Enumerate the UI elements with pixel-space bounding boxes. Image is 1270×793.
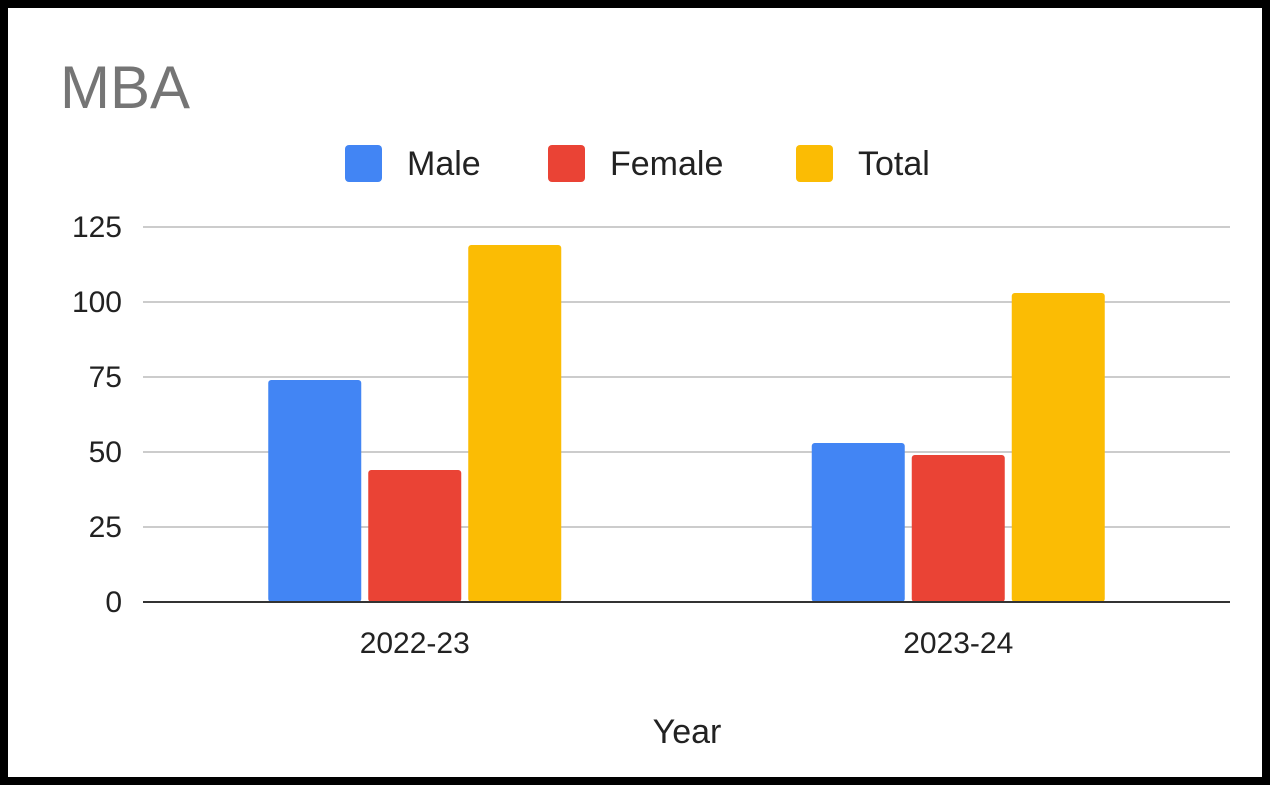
- legend-label-total: Total: [858, 145, 930, 183]
- bar-chart: MBA Male Female Total 0 25 50 75 100 125 2022-2…: [60, 54, 1230, 751]
- y-tick-label: 125: [72, 211, 122, 244]
- y-tick-label: 25: [89, 511, 122, 544]
- legend-swatch-total: [796, 145, 833, 182]
- bar-total-2022-23: [468, 245, 562, 602]
- y-axis: 0 25 50 75 100 125: [72, 211, 122, 619]
- legend: Male Female Total: [345, 145, 930, 183]
- x-axis: 2022-23 2023-24: [360, 627, 1014, 660]
- legend-swatch-female: [548, 145, 585, 182]
- x-tick-label: 2023-24: [903, 627, 1013, 660]
- y-tick-label: 100: [72, 286, 122, 319]
- y-tick-label: 75: [89, 361, 122, 394]
- bars: [268, 245, 1105, 602]
- legend-label-female: Female: [610, 145, 723, 183]
- bar-male-2023-24: [811, 443, 905, 602]
- legend-label-male: Male: [407, 145, 481, 183]
- bar-female-2022-23: [368, 470, 462, 602]
- bar-total-2023-24: [1011, 293, 1105, 602]
- x-tick-label: 2022-23: [360, 627, 470, 660]
- bar-female-2023-24: [911, 455, 1005, 602]
- bar-male-2022-23: [268, 380, 362, 602]
- y-tick-label: 50: [89, 436, 122, 469]
- legend-swatch-male: [345, 145, 382, 182]
- x-axis-title: Year: [653, 713, 722, 751]
- y-tick-label: 0: [105, 586, 122, 619]
- chart-title: MBA: [60, 54, 190, 121]
